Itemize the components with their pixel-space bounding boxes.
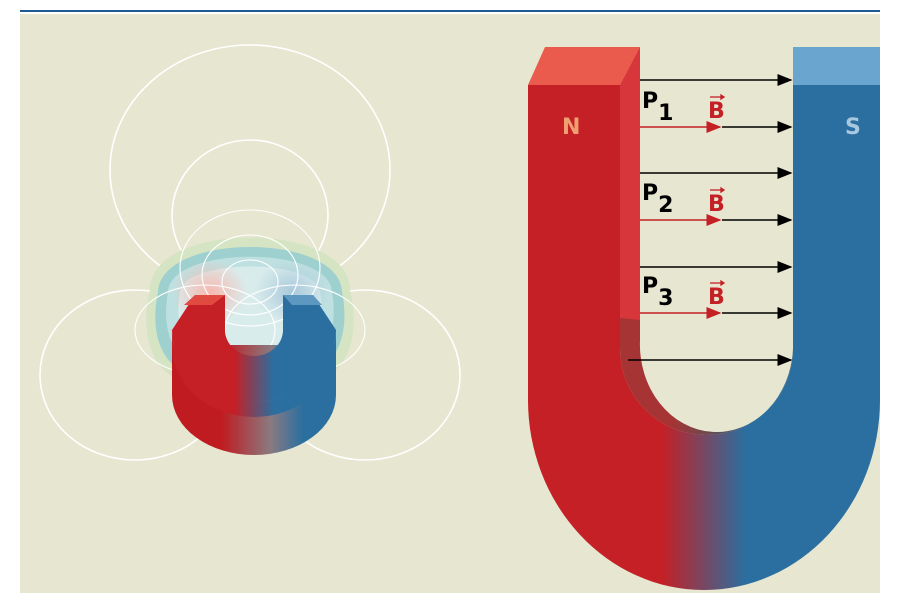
point-label: P2 — [642, 181, 673, 218]
point-labels: P1 P2 P3 B B B — [642, 89, 726, 311]
field-arrows — [628, 74, 793, 366]
field-label: B — [708, 99, 725, 124]
point-subscript: 2 — [658, 193, 673, 218]
point-name: P — [642, 274, 658, 299]
north-label: N — [562, 115, 580, 140]
field-label: B — [708, 192, 725, 217]
point-label: P3 — [642, 274, 673, 311]
point-label: P1 — [642, 89, 673, 126]
point-subscript: 3 — [658, 286, 673, 311]
point-name: P — [642, 89, 658, 114]
small-magnet — [172, 295, 336, 455]
point-name: P — [642, 181, 658, 206]
south-label: S — [845, 115, 861, 140]
large-magnet — [528, 47, 880, 590]
field-label: B — [708, 285, 725, 310]
point-subscript: 1 — [658, 101, 673, 126]
vector-arrows — [710, 93, 726, 287]
